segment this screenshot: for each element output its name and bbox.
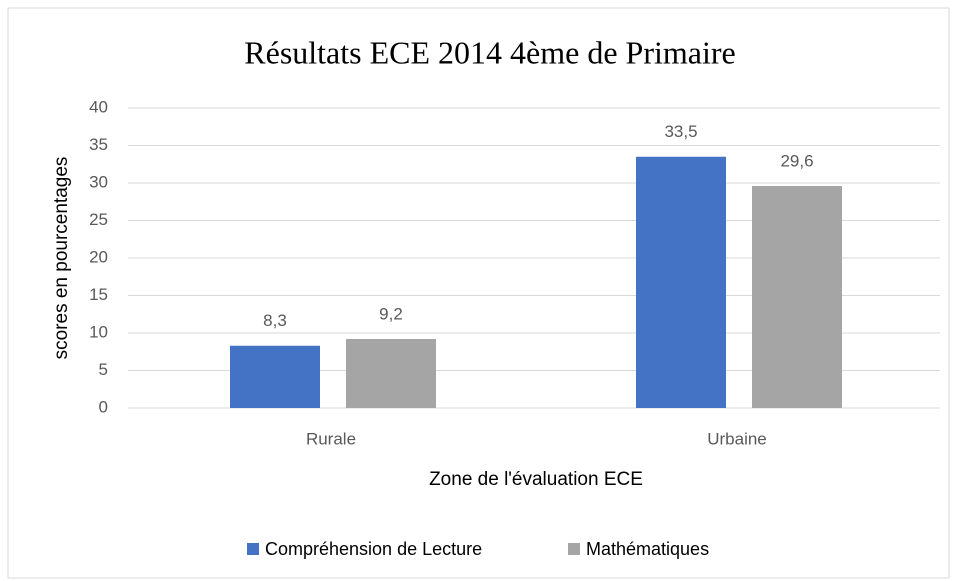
y-tick-label: 20 [89,247,108,266]
y-tick-label: 10 [89,322,108,341]
x-axis-title: Zone de l'évaluation ECE [429,469,643,490]
legend-label: Compréhension de Lecture [265,539,482,559]
x-tick-label: Rurale [306,429,356,448]
x-tick-label: Urbaine [707,429,767,448]
y-tick-label: 30 [89,172,108,191]
bar [636,156,726,408]
value-label: 8,3 [263,311,287,330]
value-label: 29,6 [780,151,813,170]
y-tick-label: 25 [89,210,108,229]
y-tick-label: 15 [89,285,108,304]
bar [752,186,842,408]
y-tick-label: 0 [99,397,108,416]
legend-label: Mathématiques [586,539,709,559]
bar [230,345,320,408]
bar [346,339,436,408]
legend-swatch [568,543,580,555]
y-axis-title: scores en pourcentages [51,157,72,360]
y-tick-label: 5 [99,360,108,379]
chart-title: Résultats ECE 2014 4ème de Primaire [244,34,735,70]
y-tick-label: 40 [89,97,108,116]
value-label: 9,2 [379,304,403,323]
value-label: 33,5 [664,122,697,141]
y-tick-label: 35 [89,135,108,154]
legend-swatch [247,543,259,555]
